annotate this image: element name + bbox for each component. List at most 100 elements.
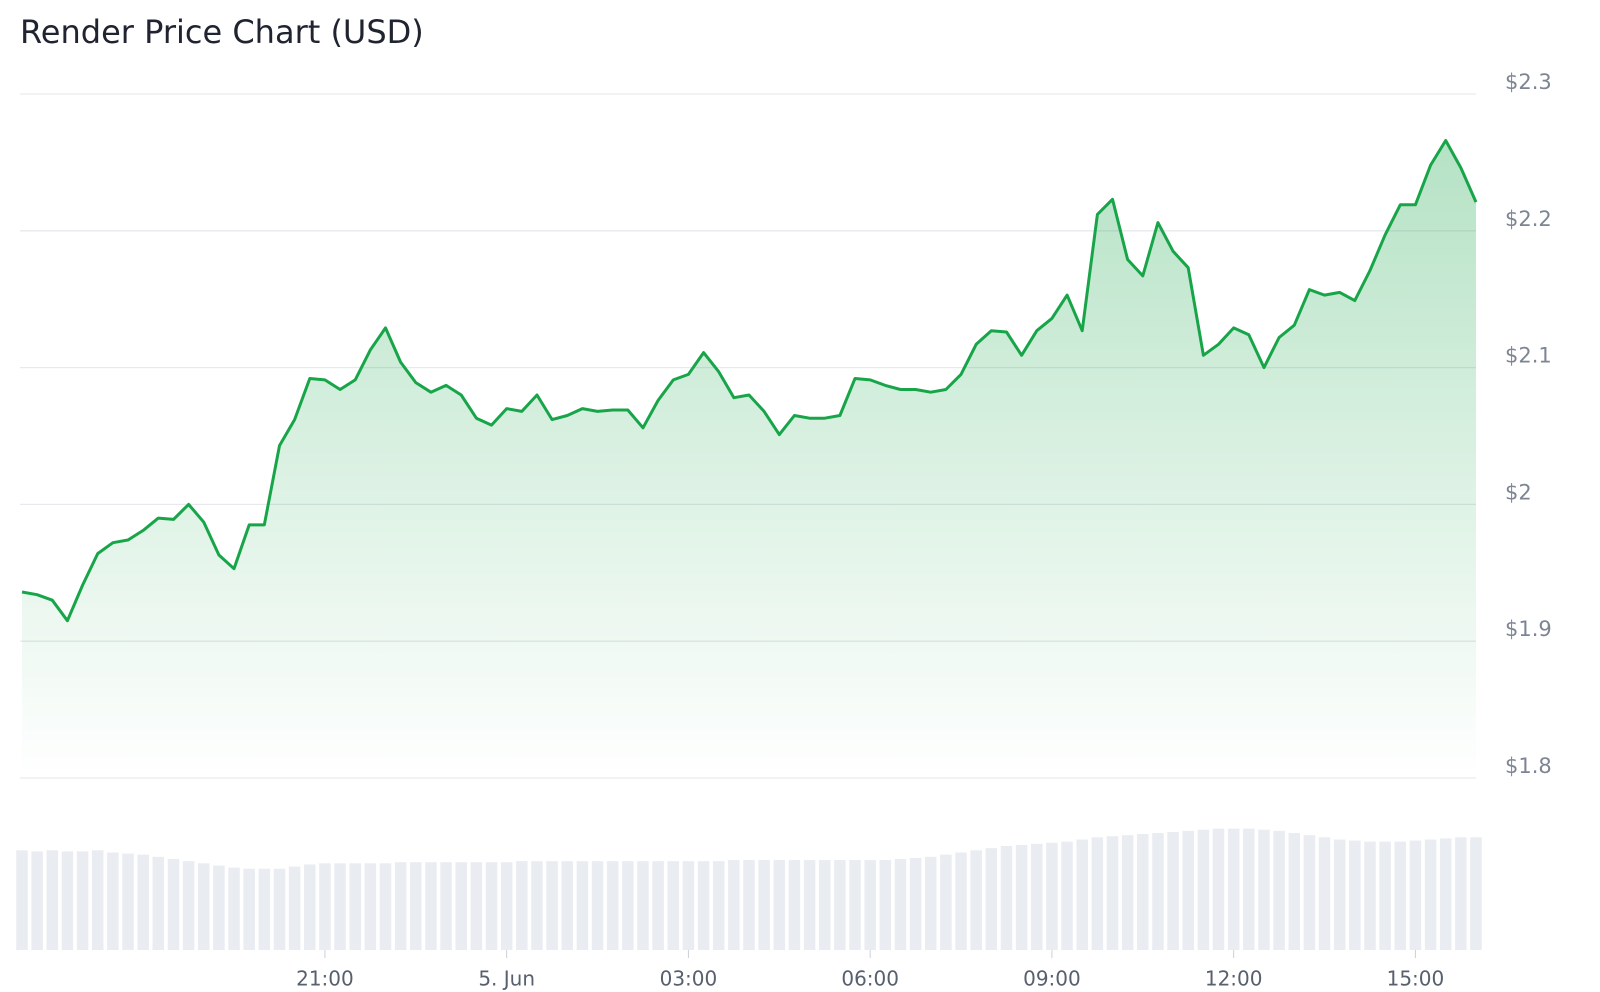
volume-bar — [152, 856, 165, 950]
volume-bar — [440, 862, 452, 950]
volume-bar — [273, 868, 286, 950]
volume-bar — [1227, 828, 1240, 950]
y-tick-label: $2.3 — [1505, 70, 1552, 94]
volume-bar — [304, 864, 316, 950]
volume-bar — [1061, 841, 1073, 950]
volume-bar — [1455, 837, 1467, 950]
volume-bar — [743, 860, 755, 950]
volume-bar — [1015, 844, 1028, 950]
volume-bar — [1439, 838, 1452, 950]
x-tick-label: 03:00 — [660, 967, 718, 991]
volume-bar — [1318, 837, 1331, 950]
x-tick-label: 21:00 — [296, 967, 354, 991]
volume-bar — [485, 862, 498, 950]
volume-bar — [394, 862, 407, 950]
y-tick-label: $1.8 — [1505, 754, 1552, 778]
volume-bar — [31, 851, 43, 950]
volume-bar — [288, 866, 301, 950]
volume-bar — [16, 850, 28, 950]
volume-bar — [1409, 840, 1422, 950]
volume-bar — [940, 854, 952, 950]
volume-bar — [773, 860, 786, 950]
volume-bar — [349, 863, 361, 950]
x-tick-label: 12:00 — [1205, 967, 1263, 991]
volume-bar — [137, 854, 149, 950]
y-tick-label: $1.9 — [1505, 617, 1552, 641]
volume-bar — [1031, 843, 1043, 950]
volume-bar — [122, 853, 134, 950]
volume-bar — [1470, 837, 1482, 950]
volume-bar — [712, 861, 725, 950]
volume-bar — [637, 861, 649, 950]
volume-bar — [91, 850, 104, 950]
volume-bar — [1349, 840, 1361, 950]
volume-bar — [228, 867, 240, 950]
volume-bar — [606, 861, 619, 950]
price-area — [22, 140, 1476, 778]
volume-bar — [182, 861, 195, 950]
volume-bar — [546, 861, 558, 950]
volume-bar — [1212, 828, 1225, 950]
volume-bar — [728, 860, 740, 950]
volume-bar — [470, 862, 483, 950]
x-tick-label: 09:00 — [1023, 967, 1081, 991]
volume-bar — [909, 857, 922, 950]
volume-bar — [455, 862, 467, 950]
volume-bar — [667, 861, 680, 950]
volume-bar — [1364, 841, 1376, 950]
x-tick-label: 06:00 — [841, 967, 899, 991]
volume-bar — [697, 861, 710, 950]
volume-bar — [803, 860, 816, 950]
volume-bar — [758, 860, 770, 950]
y-tick-label: $2.1 — [1505, 344, 1552, 368]
volume-bar — [788, 860, 801, 950]
volume-bar — [1167, 831, 1179, 950]
volume-bar — [61, 851, 74, 950]
volume-bar — [500, 862, 513, 950]
volume-bar — [1258, 829, 1270, 950]
volume-bar — [76, 851, 89, 950]
volume-bar — [46, 850, 59, 950]
volume-bar — [894, 859, 907, 950]
volume-bar — [410, 862, 422, 950]
volume-bar — [1046, 842, 1058, 950]
y-tick-label: $2 — [1505, 480, 1532, 504]
volume-bar — [879, 860, 892, 950]
x-tick-label: 15:00 — [1387, 967, 1445, 991]
volume-bar — [591, 861, 604, 950]
volume-bar — [1000, 846, 1013, 950]
volume-bar — [197, 863, 210, 950]
volume-bar — [258, 868, 271, 950]
volume-bar — [652, 861, 664, 950]
volume-bar — [1333, 839, 1346, 950]
chart-title: Render Price Chart (USD) — [20, 13, 424, 51]
volume-bar — [970, 850, 982, 950]
volume-bar — [243, 868, 255, 950]
volume-bar — [531, 861, 543, 950]
volume-bar — [1303, 835, 1316, 950]
volume-bar — [622, 861, 634, 950]
volume-bar — [167, 859, 180, 950]
volume-bar — [924, 856, 937, 950]
volume-bar — [576, 861, 589, 950]
volume-bar — [1197, 829, 1210, 950]
volume-bar — [561, 861, 574, 950]
volume-bar — [107, 852, 119, 950]
volume-bar — [834, 860, 846, 950]
volume-bar — [818, 860, 831, 950]
volume-bar — [1076, 839, 1088, 950]
volume-bar — [1106, 836, 1119, 950]
x-tick-label: 5. Jun — [478, 967, 535, 991]
volume-bar — [1137, 834, 1149, 950]
volume-bar — [319, 863, 331, 950]
volume-bar — [1379, 841, 1391, 950]
volume-bar — [379, 863, 392, 950]
volume-bar — [1152, 833, 1164, 950]
volume-bar — [1091, 837, 1104, 950]
volume-bar — [1121, 835, 1134, 950]
volume-bar — [1424, 839, 1437, 950]
volume-bar — [864, 860, 876, 950]
price-line — [21, 139, 1478, 623]
